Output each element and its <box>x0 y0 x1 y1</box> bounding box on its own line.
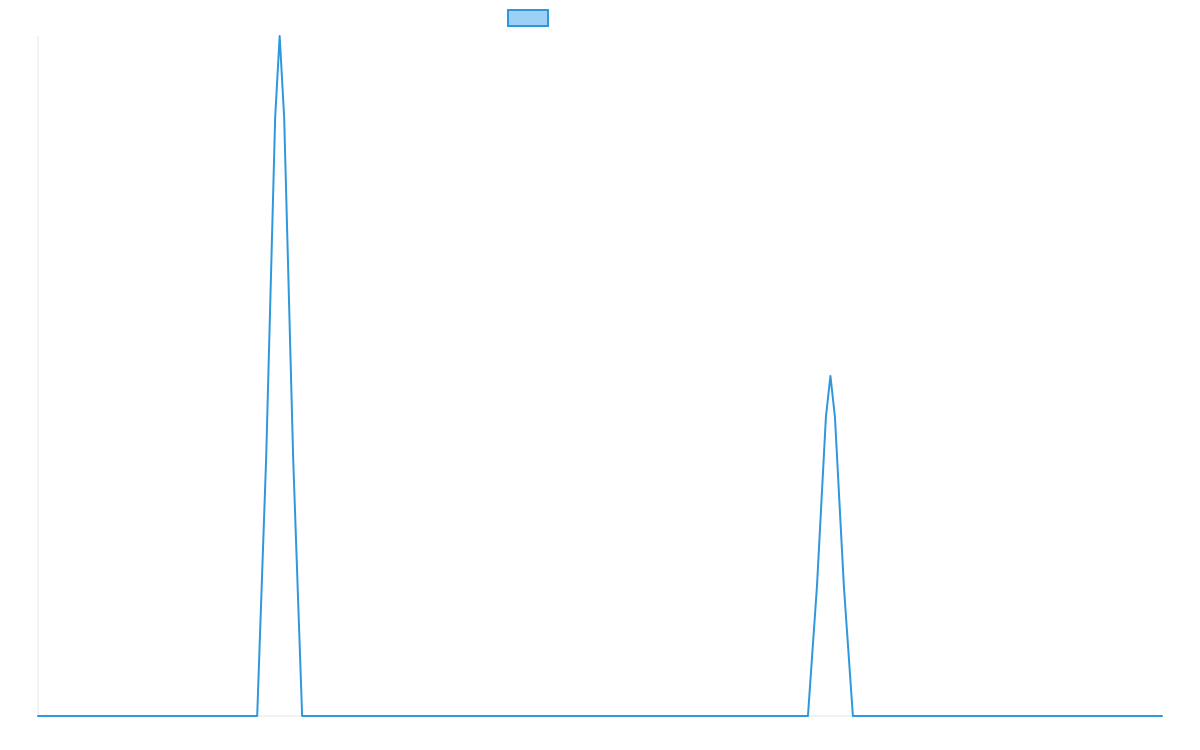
series-line-0 <box>37 35 1163 717</box>
legend-swatch <box>507 9 549 27</box>
